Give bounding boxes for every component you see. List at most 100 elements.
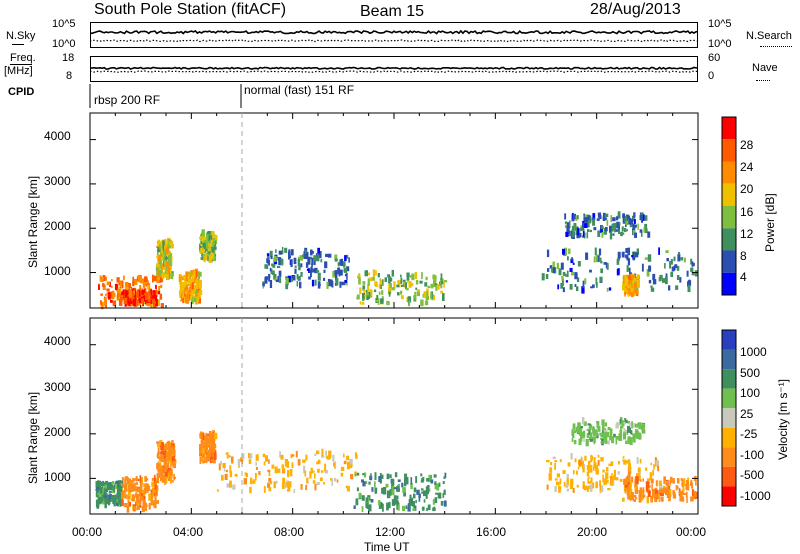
data-cell [627,425,630,433]
data-cell [588,424,592,431]
data-cell [157,246,161,253]
power-colorbar-segment [722,272,736,295]
data-cell [548,473,552,481]
data-cell [200,440,204,446]
data-cell [423,499,426,503]
data-cell [646,269,650,277]
data-cell [583,213,585,217]
data-cell [346,486,350,492]
data-cell [328,450,332,458]
data-cell [627,215,630,219]
data-cell [290,259,293,267]
data-cell [666,489,668,494]
data-cell [213,249,216,254]
data-cell [169,265,172,274]
data-cell [623,288,627,292]
data-cell [158,464,161,467]
data-cell [213,439,216,442]
data-cell [402,505,406,511]
data-cell [109,482,112,485]
data-cell [123,485,128,491]
data-cell [108,490,112,494]
data-cell [206,454,209,459]
data-cell [159,260,163,264]
data-cell [146,284,150,290]
cpid-label: CPID [8,86,35,98]
data-cell [346,455,350,461]
data-cell [637,223,639,230]
data-cell [206,435,209,439]
data-cell [105,496,108,500]
noise-search-line [89,39,699,43]
data-cell [95,492,98,498]
data-cell [152,274,154,283]
data-cell [121,477,124,481]
data-cell [314,483,317,491]
data-cell [136,291,139,298]
power-colorbar-segment [722,250,736,273]
data-cell [121,494,124,503]
data-cell [636,285,639,293]
data-cell [569,284,573,290]
data-cell [267,482,271,489]
data-cell [609,483,613,486]
data-cell [411,273,415,281]
data-cell [637,467,641,473]
data-cell [650,462,653,466]
data-cell [661,490,665,493]
data-cell [623,283,626,288]
data-cell [387,274,391,278]
data-cell [144,483,147,488]
data-cell [305,251,309,260]
data-cell [676,275,680,280]
velocity-colorbar-segment [722,369,736,389]
data-cell [185,295,188,302]
data-cell [263,461,266,466]
data-cell [100,481,104,487]
data-cell [290,249,294,256]
data-cell [200,243,203,246]
data-cell [107,500,111,506]
data-cell [191,296,194,305]
data-cell [576,277,580,283]
data-cell [683,478,686,486]
data-cell [598,215,602,220]
data-cell [158,456,163,461]
data-cell [634,429,639,437]
data-cell [654,499,657,503]
data-cell [682,489,685,495]
data-cell [687,284,691,293]
nave-line [89,70,699,73]
data-cell [218,463,221,471]
noise-left-tick-bottom: 10^0 [52,38,76,50]
data-cell [137,478,140,482]
data-cell [160,244,163,252]
data-cell [587,214,590,221]
data-cell [318,251,322,259]
data-cell [588,460,591,469]
data-cell [582,465,585,473]
data-cell [198,287,201,293]
data-cell [627,438,630,444]
data-cell [179,290,181,296]
data-cell [106,488,108,493]
data-cell [199,236,203,240]
noise-search-legend-line [760,46,792,47]
data-cell [147,298,150,302]
data-cell [282,468,286,473]
data-cell [597,459,600,466]
power-cb-16: 16 [740,205,754,219]
data-cell [153,500,157,509]
data-cell [132,298,136,303]
data-cell [388,284,391,292]
data-cell [659,483,663,490]
data-cell [268,487,272,492]
data-cell [152,298,155,304]
data-cell [124,296,128,302]
data-cell [277,265,281,268]
data-cell [577,422,581,427]
noise-sky-legend-line [12,44,24,45]
data-cell [420,488,424,491]
data-cell [549,265,553,269]
data-cell [657,465,660,472]
